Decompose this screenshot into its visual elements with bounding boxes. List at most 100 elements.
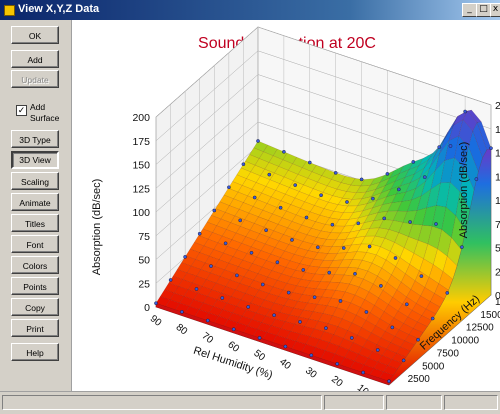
data-point [353,271,357,276]
data-point [416,337,420,342]
y-tick-label: 2500 [408,374,431,385]
z-tick-label-right: 25 [495,266,500,278]
data-point [246,305,250,309]
surface-patch [472,122,487,159]
data-point [463,109,467,114]
y-tick-label: 7500 [437,348,460,359]
window-title: View X,Y,Z Data [18,3,100,15]
data-point [396,187,401,192]
data-point [238,218,242,223]
data-point [183,255,187,259]
update-button[interactable]: Update [11,70,59,88]
data-point [212,208,217,213]
x-tick-label: 70 [200,331,216,347]
data-point [422,175,427,179]
y-tick-label: 5000 [422,361,445,372]
status-pane-4 [444,395,498,410]
add-surface-checkbox-row[interactable]: ✓ Add Surface [16,102,70,136]
data-point [290,238,294,242]
colors-button[interactable]: Colors [11,256,59,274]
data-point [235,273,239,278]
data-point [264,228,268,232]
3d-type-button[interactable]: 3D Type [11,130,59,148]
scaling-button[interactable]: Scaling [11,172,59,190]
data-point [293,183,297,187]
data-point [275,260,280,264]
status-pane-3 [386,395,442,410]
z-tick-label-left: 75 [138,231,150,243]
close-button[interactable]: x [490,3,500,17]
data-point [361,370,365,375]
plot-area[interactable]: Sound Absorption at 20C 0255075100125150… [72,20,500,405]
print-button[interactable]: Print [11,319,59,337]
data-point [434,222,438,226]
z-tick-label-left: 200 [132,112,150,124]
data-point [154,301,158,306]
x-tick-label: 20 [329,374,345,390]
data-point [168,278,173,282]
help-button[interactable]: Help [11,343,59,361]
add-surface-label: Add Surface [30,102,60,123]
data-point [309,353,314,358]
surface-chart[interactable]: Sound Absorption at 20C 0255075100125150… [72,20,500,405]
z-axis-title-left: Absorption (dB/sec) [91,179,103,276]
maximize-button[interactable]: □ [476,3,491,17]
z-tick-label-left: 25 [138,278,150,290]
z-tick-label-left: 150 [132,160,150,172]
data-point [282,149,286,154]
data-point [338,299,343,303]
data-point [364,310,369,314]
data-point [359,177,364,182]
surface-patch [438,271,453,291]
data-point [286,290,291,295]
y-tick-label: 10000 [451,336,479,347]
data-point [304,215,309,220]
z-tick-label-right: 100 [495,195,500,207]
data-point [283,344,288,349]
3d-view-button[interactable]: 3D View [11,151,59,169]
data-point [408,220,412,224]
surface-patch [379,371,394,382]
surface-patch [455,191,470,232]
status-pane-2 [324,395,384,410]
z-tick-label-right: 0 [495,290,500,302]
data-point [220,296,225,300]
title-bar[interactable]: View X,Y,Z Data _ □ x [0,0,500,20]
data-point [267,172,272,177]
z-tick-label-right: 200 [495,100,500,112]
points-button[interactable]: Points [11,277,59,295]
status-pane-main [2,395,322,410]
data-point [278,205,283,210]
data-point [241,162,246,166]
data-point [460,245,464,249]
data-point [356,221,361,226]
add-button[interactable]: Add [11,50,59,68]
font-button[interactable]: Font [11,235,59,253]
add-surface-checkbox[interactable]: ✓ [16,105,27,116]
data-point [180,310,184,314]
data-point [437,145,442,149]
z-tick-label-right: 125 [495,171,500,183]
data-point [312,295,317,300]
data-point [419,274,424,278]
data-point [257,336,262,340]
data-point [301,268,306,272]
x-tick-label: 50 [251,348,267,364]
data-point [227,185,231,190]
data-point [223,241,228,246]
titles-button[interactable]: Titles [11,214,59,232]
data-point [307,160,312,165]
status-bar [0,391,500,414]
data-point [205,318,210,323]
data-point [260,282,265,287]
copy-button[interactable]: Copy [11,298,59,316]
data-point [349,336,354,340]
z-tick-label-left: 125 [132,183,150,195]
animate-button[interactable]: Animate [11,193,59,211]
data-point [335,362,340,366]
ok-button[interactable]: OK [11,26,59,44]
z-tick-label-right: 150 [495,148,500,160]
data-point [272,313,276,318]
minimize-button[interactable]: _ [462,3,477,17]
data-point [345,200,349,204]
